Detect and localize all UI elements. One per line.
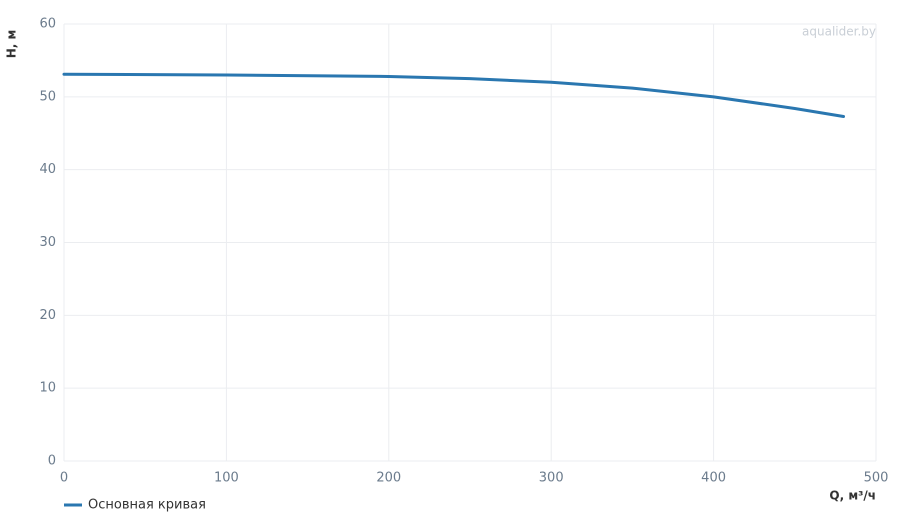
y-tick-label: 50 [39,89,56,104]
watermark: aqualider.by [802,25,876,39]
y-tick-label: 40 [39,162,56,177]
y-axis-label: H, м [5,30,19,59]
y-tick-label: 10 [39,381,56,396]
legend-label: Основная кривая [88,498,206,513]
x-tick-label: 0 [60,471,68,486]
y-tick-label: 30 [39,235,56,250]
x-axis-label: Q, м³/ч [829,489,876,503]
y-tick-label: 60 [39,17,56,32]
y-tick-label: 0 [48,454,56,469]
line-series [62,72,846,118]
x-tick-label: 300 [539,471,564,486]
x-tick-label: 200 [376,471,401,486]
x-tick-label: 500 [864,471,889,486]
x-tick-label: 100 [214,471,239,486]
y-tick-label: 20 [39,308,56,323]
x-tick-label: 400 [701,471,726,486]
